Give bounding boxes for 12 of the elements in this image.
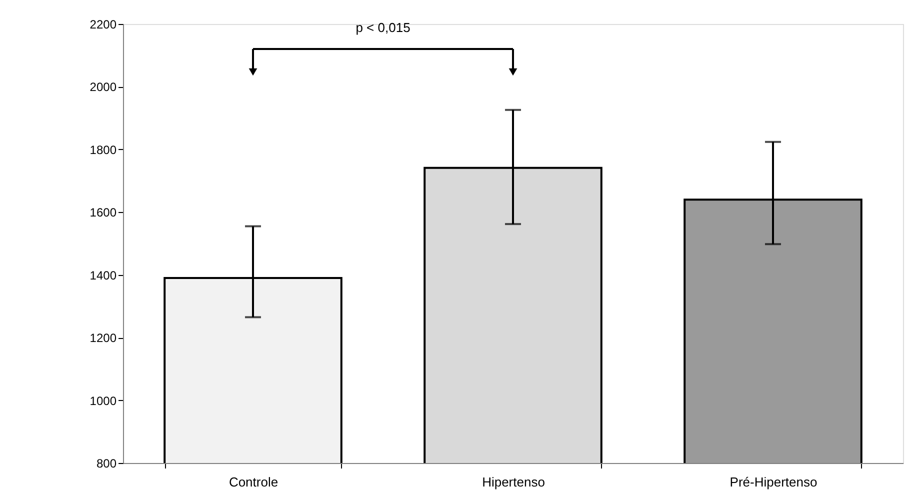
annotation: p < 0,015 <box>356 20 410 35</box>
y-tick-label: 1600 <box>90 206 117 220</box>
y-tick-label: 1200 <box>90 331 117 346</box>
y-tick-label: 800 <box>96 456 117 470</box>
x-tick-label: Pré-Hipertenso <box>730 474 818 490</box>
y-tick-label: 1800 <box>90 142 117 157</box>
y-tick-label: 2200 <box>90 18 117 32</box>
x-tick-label: Controle <box>228 474 278 490</box>
y-tick-label: 1400 <box>90 268 117 282</box>
y-tick-label: 2000 <box>90 80 117 94</box>
y-tick-label: 1000 <box>90 394 117 408</box>
x-tick-label: Hipertenso <box>482 474 545 490</box>
